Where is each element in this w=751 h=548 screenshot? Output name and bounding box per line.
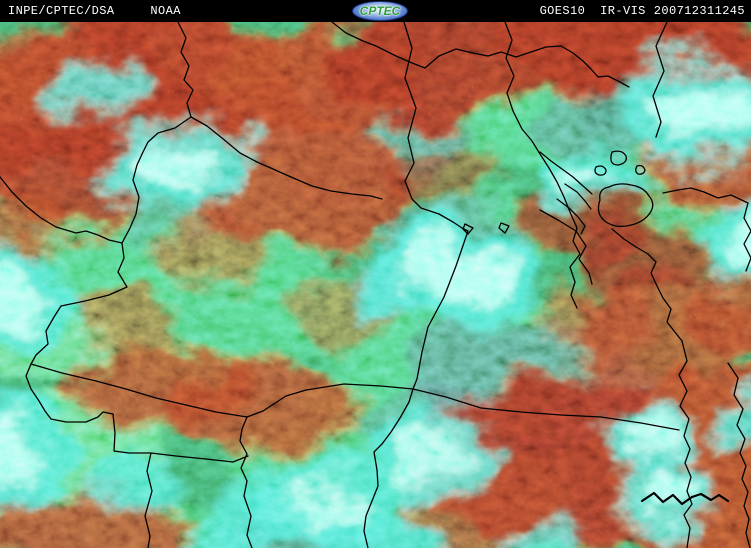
state-border-path — [30, 242, 128, 365]
state-border-path — [611, 228, 693, 548]
cptec-logo: CPTEC — [352, 1, 408, 21]
product-info: GOES10 IR-VIS 200712311245 — [540, 4, 745, 18]
state-border-path — [652, 21, 668, 138]
state-border-path — [412, 388, 680, 431]
state-border-path — [556, 198, 586, 235]
state-border-path — [121, 21, 194, 244]
cptec-logo-text: CPTEC — [359, 4, 401, 18]
state-border-path — [662, 187, 751, 272]
state-border-path — [504, 21, 581, 309]
state-border-path — [331, 21, 630, 88]
state-border-path — [564, 183, 592, 210]
state-border-path — [610, 150, 627, 166]
state-border-path — [239, 416, 253, 548]
state-border-path — [594, 165, 607, 176]
product-label: IR-VIS — [600, 4, 646, 18]
state-border-path — [539, 209, 593, 285]
state-border-path — [363, 388, 414, 548]
state-border-path — [412, 230, 469, 390]
noaa-label: NOAA — [150, 4, 181, 18]
timestamp-label: 200712311245 — [653, 4, 745, 18]
state-border-path — [25, 363, 249, 463]
state-border-path — [246, 383, 414, 418]
state-border-path — [498, 222, 510, 234]
state-border-path — [144, 452, 153, 548]
state-border-path — [635, 164, 646, 175]
state-border-path — [462, 223, 474, 235]
state-border-path — [0, 176, 123, 244]
state-border-layer — [0, 21, 751, 548]
state-border-path — [727, 362, 751, 548]
state-border-path — [190, 116, 383, 200]
state-border-path — [539, 151, 593, 195]
state-border-path — [30, 363, 248, 418]
state-border-path — [403, 21, 469, 232]
state-border-path — [640, 491, 730, 506]
agency-label: INPE/CPTEC/DSA — [8, 4, 115, 18]
state-border-path — [597, 183, 654, 228]
satellite-label: GOES10 — [539, 4, 586, 18]
